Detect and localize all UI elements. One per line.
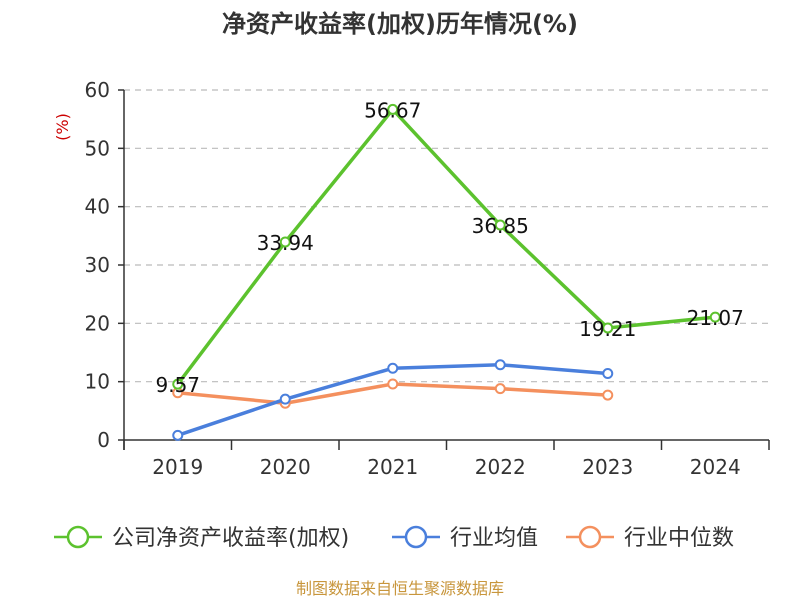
y-tick-label: 60	[85, 78, 110, 102]
data-label: 56.67	[364, 98, 421, 122]
data-point	[172, 378, 184, 390]
y-tick-label: 20	[85, 311, 110, 335]
series-line-0	[176, 107, 716, 386]
gridlines	[124, 89, 769, 383]
data-point	[602, 389, 614, 401]
data-point	[602, 322, 614, 334]
y-tick-label: 0	[97, 428, 110, 452]
x-tick-label: 2020	[260, 455, 311, 479]
series-lines	[172, 103, 721, 441]
y-tick-label: 30	[85, 253, 110, 277]
data-label: 9.57	[155, 373, 200, 397]
data-point	[387, 362, 399, 374]
data-label: 36.85	[472, 214, 529, 238]
data-point	[279, 393, 291, 405]
legend-label: 行业中位数	[624, 526, 734, 551]
y-tick-label: 10	[85, 370, 110, 394]
chart-title: 净资产收益率(加权)历年情况(%)	[222, 10, 578, 38]
legend-label: 公司净资产收益率(加权)	[112, 526, 349, 551]
legend-label: 行业均值	[450, 526, 538, 551]
data-point	[387, 103, 399, 115]
data-point	[279, 236, 291, 248]
data-label: 33.94	[257, 231, 314, 255]
x-tick-label: 2024	[690, 455, 741, 479]
data-point	[494, 219, 506, 231]
data-label: 19.21	[579, 317, 636, 341]
axes: 0 10 20 30 40 50 60 2019 2020 2021 2022 2023 2024	[85, 78, 770, 479]
legend-marker	[404, 525, 428, 549]
data-point	[709, 311, 721, 323]
data-labels: 9.57 33.94 56.67 36.85 19.21 21.07	[155, 98, 743, 397]
data-point	[494, 359, 506, 371]
y-axis-unit-label: (%)	[53, 113, 72, 141]
data-point	[387, 378, 399, 390]
x-tick-label: 2023	[582, 455, 633, 479]
x-tick-label: 2021	[367, 455, 418, 479]
data-label: 21.07	[687, 306, 744, 330]
y-tick-label: 50	[85, 136, 110, 160]
legend: 公司净资产收益率(加权) 行业均值 行业中位数	[54, 525, 734, 551]
data-point	[602, 368, 614, 379]
x-tick-label: 2022	[475, 455, 526, 479]
source-note: 制图数据来自恒生聚源数据库	[296, 579, 504, 598]
legend-marker	[66, 525, 90, 549]
data-point	[494, 383, 506, 395]
y-tick-label: 40	[85, 195, 110, 219]
x-tick-label: 2019	[152, 455, 203, 479]
legend-marker	[578, 525, 602, 549]
data-point	[172, 429, 184, 441]
